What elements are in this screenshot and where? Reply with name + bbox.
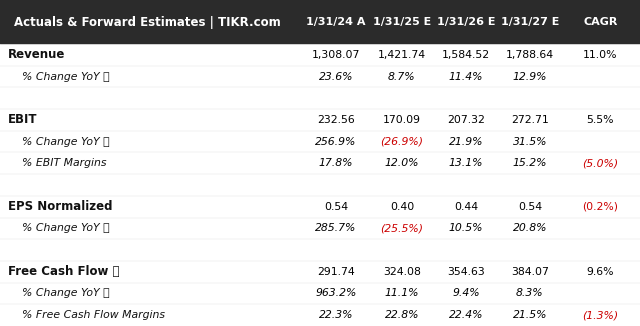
Text: 207.32: 207.32 — [447, 115, 485, 125]
Text: 12.0%: 12.0% — [385, 158, 419, 168]
Text: (26.9%): (26.9%) — [380, 137, 424, 147]
Text: 13.1%: 13.1% — [449, 158, 483, 168]
Text: 232.56: 232.56 — [317, 115, 355, 125]
Text: 0.54: 0.54 — [518, 202, 542, 212]
Text: 22.8%: 22.8% — [385, 310, 419, 320]
Text: 384.07: 384.07 — [511, 267, 549, 277]
Text: 1/31/25 E: 1/31/25 E — [372, 17, 431, 27]
Text: 1,788.64: 1,788.64 — [506, 50, 554, 60]
Text: 0.54: 0.54 — [324, 202, 348, 212]
Text: 1/31/26 E: 1/31/26 E — [436, 17, 495, 27]
Text: 9.6%: 9.6% — [587, 267, 614, 277]
Text: 1,584.52: 1,584.52 — [442, 50, 490, 60]
Text: CAGR: CAGR — [583, 17, 618, 27]
Text: Actuals & Forward Estimates | TIKR.com: Actuals & Forward Estimates | TIKR.com — [14, 16, 281, 28]
Text: (0.2%): (0.2%) — [582, 202, 618, 212]
Text: 11.0%: 11.0% — [583, 50, 618, 60]
Text: (25.5%): (25.5%) — [380, 223, 424, 233]
Text: 11.4%: 11.4% — [449, 71, 483, 82]
Text: 15.2%: 15.2% — [513, 158, 547, 168]
Text: Revenue: Revenue — [8, 48, 65, 61]
Text: (5.0%): (5.0%) — [582, 158, 618, 168]
Text: 22.3%: 22.3% — [319, 310, 353, 320]
Text: 1/31/27 E: 1/31/27 E — [500, 17, 559, 27]
Text: % Change YoY ⓘ: % Change YoY ⓘ — [22, 71, 110, 82]
Text: 12.9%: 12.9% — [513, 71, 547, 82]
Text: 5.5%: 5.5% — [587, 115, 614, 125]
Text: 21.9%: 21.9% — [449, 137, 483, 147]
Text: 9.4%: 9.4% — [452, 289, 480, 299]
Text: % EBIT Margins: % EBIT Margins — [22, 158, 107, 168]
Text: 22.4%: 22.4% — [449, 310, 483, 320]
Bar — [0, 0, 640, 44]
Text: 8.7%: 8.7% — [388, 71, 416, 82]
Text: 256.9%: 256.9% — [316, 137, 356, 147]
Text: EPS Normalized: EPS Normalized — [8, 200, 112, 213]
Text: 354.63: 354.63 — [447, 267, 484, 277]
Text: (1.3%): (1.3%) — [582, 310, 618, 320]
Text: 0.40: 0.40 — [390, 202, 414, 212]
Text: 272.71: 272.71 — [511, 115, 548, 125]
Text: % Change YoY ⓘ: % Change YoY ⓘ — [22, 289, 110, 299]
Text: 0.44: 0.44 — [454, 202, 478, 212]
Text: 1,421.74: 1,421.74 — [378, 50, 426, 60]
Text: 170.09: 170.09 — [383, 115, 421, 125]
Text: % Change YoY ⓘ: % Change YoY ⓘ — [22, 137, 110, 147]
Text: 1,308.07: 1,308.07 — [312, 50, 360, 60]
Text: 11.1%: 11.1% — [385, 289, 419, 299]
Text: EBIT: EBIT — [8, 113, 37, 126]
Text: 285.7%: 285.7% — [316, 223, 356, 233]
Text: 17.8%: 17.8% — [319, 158, 353, 168]
Text: % Change YoY ⓘ: % Change YoY ⓘ — [22, 223, 110, 233]
Text: 31.5%: 31.5% — [513, 137, 547, 147]
Text: 20.8%: 20.8% — [513, 223, 547, 233]
Text: Free Cash Flow ⓘ: Free Cash Flow ⓘ — [8, 265, 119, 278]
Text: % Free Cash Flow Margins: % Free Cash Flow Margins — [22, 310, 165, 320]
Text: 291.74: 291.74 — [317, 267, 355, 277]
Text: 324.08: 324.08 — [383, 267, 421, 277]
Text: 10.5%: 10.5% — [449, 223, 483, 233]
Text: 21.5%: 21.5% — [513, 310, 547, 320]
Text: 8.3%: 8.3% — [516, 289, 544, 299]
Text: 1/31/24 A: 1/31/24 A — [307, 17, 365, 27]
Text: 23.6%: 23.6% — [319, 71, 353, 82]
Text: 963.2%: 963.2% — [316, 289, 356, 299]
